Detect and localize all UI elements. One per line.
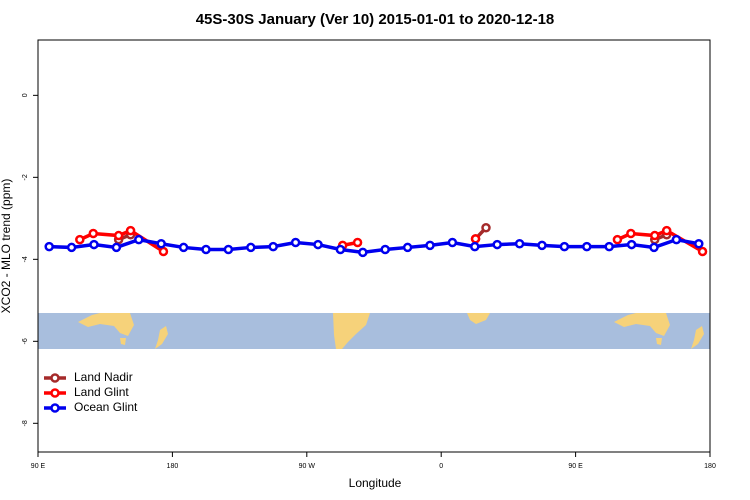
legend-marker [50,373,60,383]
legend-marker [50,388,60,398]
point [582,241,592,252]
point [470,241,480,252]
y-tick-label: -8 [22,420,29,426]
point [514,238,525,249]
point [481,223,491,233]
point [201,244,211,255]
point [694,238,704,249]
new-zealand [691,326,704,349]
legend-label: Land Glint [74,385,129,399]
point [671,234,682,245]
x-axis-label: Longitude [349,476,402,490]
point [537,240,547,251]
point [352,237,363,248]
x-tick-label: 180 [167,463,179,470]
new-zealand [155,326,168,349]
point [88,228,99,239]
point [89,239,99,250]
point [358,247,368,258]
point [313,239,323,250]
point [44,241,54,252]
y-tick-label: -6 [22,338,29,344]
y-tick-label: 0 [22,93,29,97]
point [268,241,278,252]
y-axis-label: XCO2 - MLO trend (ppm) [0,179,13,314]
point [649,242,659,253]
legend-label: Land Nadir [74,370,133,384]
legend-label: Ocean Glint [74,400,138,414]
point [612,234,623,245]
africa [467,313,490,324]
point [661,225,672,236]
point [697,246,708,257]
point [649,230,660,241]
point [559,241,570,252]
australia [614,313,670,345]
point [290,237,301,248]
x-tick-label: 0 [439,463,443,470]
ocean [38,313,710,349]
x-tick-label: 90 W [299,463,316,470]
point [447,237,458,248]
point [223,244,234,255]
point [125,225,136,236]
chart-title: 45S-30S January (Ver 10) 2015-01-01 to 2… [196,11,555,28]
south-america [333,313,370,349]
point [156,238,166,249]
plot-frame [37,39,711,453]
point [626,239,637,250]
point [111,242,122,253]
map-strip [38,313,710,349]
x-tick-label: 90 E [568,463,583,470]
point [134,234,144,245]
point [380,244,390,255]
point [158,246,169,257]
point [470,234,481,244]
x-tick-label: 90 E [31,463,46,470]
point [246,242,256,253]
point [75,234,85,245]
point [626,228,636,239]
australia [78,313,134,345]
legend-marker [50,403,60,413]
point [113,230,124,241]
y-tick-label: -4 [22,256,29,262]
x-tick-label: 180 [704,463,716,470]
point [335,244,346,255]
point [66,242,77,253]
y-tick-label: -2 [22,174,29,180]
point [425,240,435,251]
point [604,241,614,252]
point [492,239,502,250]
point [402,242,413,253]
point [178,242,189,253]
